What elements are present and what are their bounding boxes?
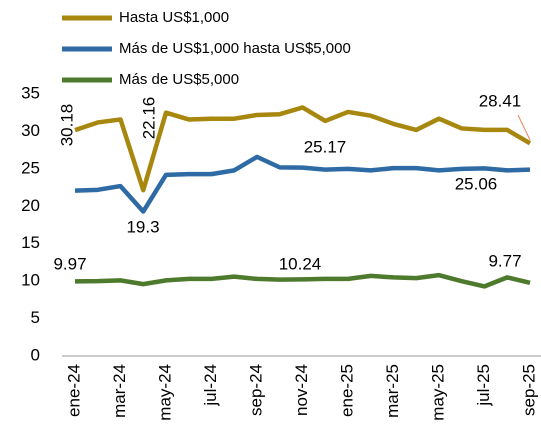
y-tick-label: 20	[21, 196, 40, 215]
data-label: 10.24	[279, 254, 322, 273]
data-label: 28.41	[479, 91, 522, 110]
x-tick-label: sep-25	[519, 364, 538, 416]
legend-label: Más de US$1,000 hasta US$5,000	[119, 40, 351, 57]
x-tick-label: ene-24	[64, 364, 83, 417]
y-tick-label: 25	[21, 158, 40, 177]
legend-label: Más de US$5,000	[119, 71, 239, 88]
y-tick-label: 5	[31, 308, 40, 327]
data-label: 19.3	[126, 217, 159, 236]
data-label: 30.18	[57, 104, 76, 147]
series-line	[74, 105, 532, 193]
x-tick-label: sep-24	[246, 364, 265, 416]
x-tick-label: mar-25	[383, 364, 402, 418]
y-tick-label: 35	[21, 83, 40, 102]
x-tick-label: may-25	[428, 364, 447, 421]
x-tick-label: jul-24	[201, 364, 220, 407]
series-line	[74, 272, 531, 289]
data-label: 22.16	[139, 97, 158, 140]
x-tick-label: jul-25	[474, 364, 493, 407]
data-label: 9.77	[488, 251, 521, 270]
x-tick-label: mar-24	[110, 364, 129, 418]
legend-label: Hasta US$1,000	[119, 9, 229, 26]
data-label: 25.06	[455, 174, 498, 193]
data-label: 9.97	[53, 254, 86, 273]
data-label: 25.17	[304, 137, 347, 156]
leader-line	[517, 114, 531, 141]
y-tick-label: 0	[31, 345, 40, 364]
x-tick-label: may-24	[155, 364, 174, 421]
y-tick-label: 30	[21, 121, 40, 140]
x-tick-label: nov-24	[292, 364, 311, 416]
y-tick-label: 15	[21, 233, 40, 252]
series-line	[74, 154, 531, 214]
y-tick-label: 10	[21, 271, 40, 290]
x-tick-label: ene-25	[337, 364, 356, 417]
